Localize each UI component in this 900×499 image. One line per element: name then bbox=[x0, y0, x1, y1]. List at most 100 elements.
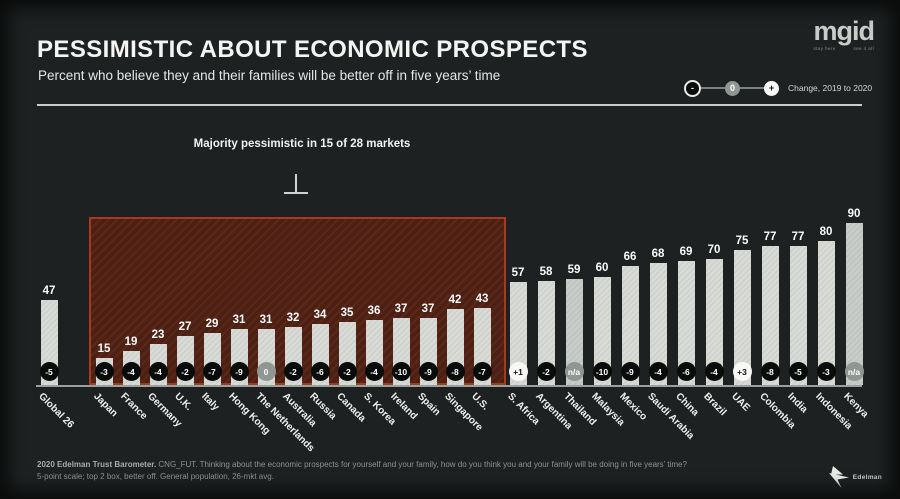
bar-value: 69 bbox=[679, 245, 693, 258]
country-label: Brazil bbox=[701, 391, 729, 419]
bar-value: 57 bbox=[511, 267, 525, 280]
bar bbox=[845, 223, 863, 385]
legend-zero-icon: 0 bbox=[725, 80, 740, 96]
edelman-label: Edelman bbox=[852, 473, 882, 481]
change-badge: -2 bbox=[536, 362, 556, 381]
change-badge: -7 bbox=[202, 362, 222, 381]
bar-value: 37 bbox=[421, 303, 435, 316]
country-label: Italy bbox=[199, 391, 222, 413]
change-badge: -6 bbox=[310, 362, 330, 381]
change-badge: -10 bbox=[391, 362, 411, 381]
change-badge: n/a bbox=[564, 362, 584, 381]
bar-value: 77 bbox=[791, 231, 805, 244]
legend-label: Change, 2019 to 2020 bbox=[788, 83, 873, 93]
country-label: China bbox=[673, 391, 701, 419]
mgid-wordmark: mgid bbox=[813, 16, 875, 46]
bar bbox=[817, 241, 835, 385]
bar-value: 59 bbox=[567, 263, 581, 276]
change-badge: -3 bbox=[94, 362, 114, 381]
bar-value: 31 bbox=[259, 314, 273, 327]
edelman-logo: Edelman bbox=[828, 465, 882, 489]
change-badge: -3 bbox=[816, 362, 836, 381]
change-badge: -9 bbox=[229, 362, 249, 381]
change-badge: -5 bbox=[788, 362, 808, 381]
footnote-source: 2020 Edelman Trust Barometer. bbox=[37, 460, 157, 469]
bar-value: 19 bbox=[124, 335, 138, 348]
mgid-logo: mgid stay here see it all bbox=[813, 16, 875, 52]
change-badge: +1 bbox=[508, 362, 528, 381]
change-badge: +3 bbox=[732, 362, 752, 381]
bar-value: 75 bbox=[735, 235, 749, 247]
change-badge: -10 bbox=[592, 362, 612, 381]
bar bbox=[705, 259, 723, 385]
change-badge: -9 bbox=[620, 362, 640, 381]
bar bbox=[649, 262, 667, 385]
change-badge: -2 bbox=[337, 362, 357, 381]
change-badge: -4 bbox=[148, 362, 168, 381]
bar bbox=[593, 277, 611, 385]
change-badge: -2 bbox=[283, 362, 303, 381]
page-title: PESSIMISTIC ABOUT ECONOMIC PROSPECTS bbox=[37, 36, 588, 63]
legend-plus-icon: + bbox=[764, 80, 779, 96]
change-badge: n/a bbox=[844, 362, 864, 381]
footnote: 2020 Edelman Trust Barometer. CNG_FUT. T… bbox=[37, 459, 757, 482]
axis-baseline bbox=[36, 385, 862, 387]
change-badge: -5 bbox=[39, 362, 59, 381]
bar-value: 68 bbox=[651, 247, 665, 260]
change-badge: 0 bbox=[256, 362, 276, 381]
bar-value: 60 bbox=[595, 262, 609, 274]
bar-value: 80 bbox=[819, 226, 833, 238]
change-badge: -2 bbox=[175, 362, 195, 381]
header-divider bbox=[37, 104, 862, 106]
country-label: U.K. bbox=[172, 391, 195, 413]
annotation-text: Majority pessimistic in 15 of 28 markets bbox=[193, 138, 411, 150]
annotation-pointer-icon bbox=[284, 174, 308, 194]
change-badge: -6 bbox=[676, 362, 696, 381]
change-badge: -8 bbox=[445, 362, 465, 381]
page-subtitle: Percent who believe they and their famil… bbox=[38, 68, 501, 83]
bar-value: 32 bbox=[286, 312, 300, 325]
bar-value: 37 bbox=[394, 303, 408, 316]
change-legend: - 0 + Change, 2019 to 2020 bbox=[684, 79, 872, 97]
bar-value: 29 bbox=[205, 317, 219, 330]
bar-value: 36 bbox=[367, 305, 381, 318]
country-label: U.S. bbox=[469, 391, 491, 413]
bar-value: 70 bbox=[707, 244, 721, 256]
footnote-line2: 5-point scale; top 2 box, better off. Ge… bbox=[37, 471, 274, 481]
bar bbox=[761, 246, 779, 385]
bar-value: 47 bbox=[42, 285, 56, 298]
bar-value: 27 bbox=[178, 321, 192, 334]
bar-value: 34 bbox=[313, 308, 327, 321]
bar bbox=[733, 250, 751, 385]
change-badge: -4 bbox=[648, 362, 668, 381]
mgid-tagline: stay here see it all bbox=[814, 46, 875, 51]
edelman-bird-icon bbox=[828, 466, 849, 488]
bar bbox=[537, 280, 555, 385]
bar-value: 15 bbox=[97, 343, 111, 355]
bar-value: 43 bbox=[475, 292, 489, 305]
country-label: UAE bbox=[729, 391, 752, 414]
bar-value: 31 bbox=[232, 314, 246, 327]
mgid-tagline-right: see it all bbox=[853, 46, 874, 51]
bar bbox=[621, 266, 639, 385]
country-label: Global 26 bbox=[36, 391, 76, 431]
bar-value: 23 bbox=[151, 328, 165, 341]
bar-value: 66 bbox=[623, 251, 637, 264]
bar bbox=[789, 246, 807, 385]
bar bbox=[677, 260, 695, 385]
change-badge: -9 bbox=[418, 362, 438, 381]
bar-value: 58 bbox=[539, 265, 553, 278]
bar-value: 90 bbox=[847, 208, 861, 220]
footnote-line1: 2020 Edelman Trust Barometer. CNG_FUT. T… bbox=[37, 459, 757, 471]
country-label: Japan bbox=[91, 391, 120, 420]
footnote-question: CNG_FUT. Thinking about the economic pro… bbox=[156, 460, 687, 469]
legend-minus-icon: - bbox=[684, 79, 701, 97]
country-label: India bbox=[785, 391, 810, 416]
bar-value: 35 bbox=[340, 307, 354, 319]
bar-value: 42 bbox=[448, 294, 462, 307]
change-badge: -4 bbox=[364, 362, 384, 381]
change-badge: -4 bbox=[704, 362, 724, 381]
bar bbox=[509, 282, 527, 385]
